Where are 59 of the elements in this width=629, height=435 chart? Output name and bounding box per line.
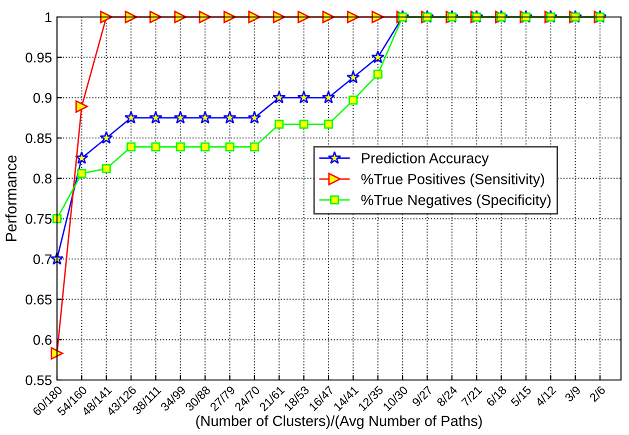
point [198, 110, 212, 124]
point [346, 10, 360, 24]
point [274, 120, 284, 129]
point [346, 70, 360, 84]
x-tick-label: 8/24 [436, 385, 458, 407]
y-axis-title: Performance [5, 155, 17, 241]
point [174, 10, 187, 24]
y-tick-label: 0.65 [26, 294, 52, 305]
point [151, 142, 160, 152]
point [373, 70, 382, 79]
y-tick-label: 0.7 [33, 254, 52, 264]
point [100, 10, 113, 24]
point [348, 96, 358, 105]
point [200, 142, 210, 152]
point [176, 142, 185, 152]
point [324, 120, 334, 129]
legend-label: Prediction Accuracy [362, 152, 489, 166]
point [272, 90, 286, 104]
x-tick-label: 3/9 [564, 385, 582, 402]
point [248, 10, 261, 24]
point [100, 131, 114, 144]
point [149, 10, 162, 24]
point [50, 347, 64, 360]
point [124, 110, 138, 124]
x-axis-title: (Number of Clusters)/(Avg Number of Paths) [196, 415, 482, 429]
point [322, 90, 336, 104]
point [223, 110, 236, 124]
y-tick-label: 0.95 [26, 52, 52, 63]
y-tick-label: 1 [45, 12, 52, 22]
y-tick-label: 0.8 [33, 174, 52, 184]
y-tick-label: 0.55 [26, 375, 52, 386]
x-tick-label: 4/12 [534, 385, 556, 408]
legend-label: %True Negatives (Specificity) [361, 194, 551, 208]
x-tick-label: 6/18 [485, 385, 508, 407]
point [75, 100, 88, 113]
point [174, 110, 188, 124]
point [248, 110, 262, 124]
y-tick-label: 0.6 [33, 335, 52, 345]
point [224, 10, 236, 24]
x-tick-label: 2/6 [588, 385, 606, 402]
y-tick-label: 0.75 [26, 214, 52, 224]
point [126, 142, 136, 152]
point [299, 120, 308, 129]
point [297, 90, 310, 104]
point [250, 142, 259, 152]
y-tick-label: 0.85 [26, 133, 52, 144]
point [77, 168, 86, 178]
point [149, 110, 162, 124]
point [371, 50, 385, 64]
point [75, 151, 88, 164]
point [225, 142, 234, 152]
point [102, 164, 111, 174]
point [372, 10, 384, 24]
point [298, 10, 310, 24]
x-tick-label: 7/21 [460, 385, 482, 407]
y-tick-label: 0.9 [33, 93, 52, 103]
point [52, 214, 62, 224]
legend-label: %True Positives (Sensitivity) [361, 174, 544, 188]
x-tick-label: 5/15 [510, 385, 532, 407]
